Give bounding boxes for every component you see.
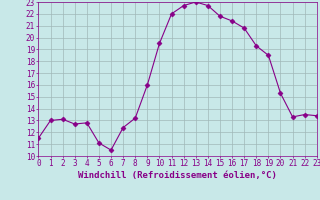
X-axis label: Windchill (Refroidissement éolien,°C): Windchill (Refroidissement éolien,°C) xyxy=(78,171,277,180)
